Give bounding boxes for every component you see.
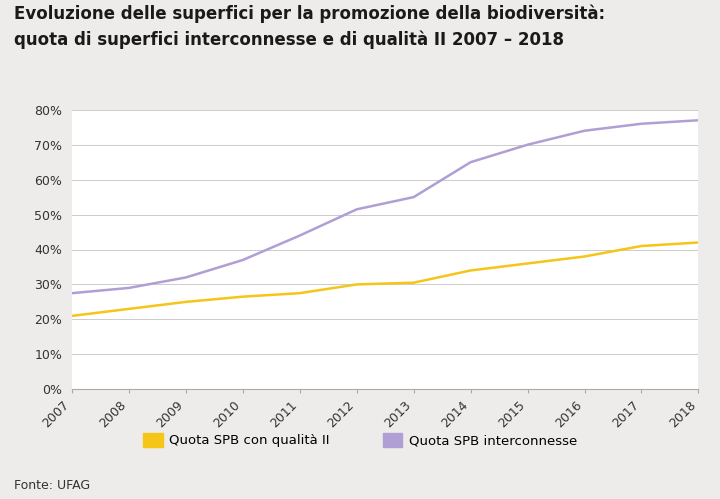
Legend: Quota SPB con qualità II, Quota SPB interconnesse: Quota SPB con qualità II, Quota SPB inte… [143,433,577,448]
Text: Fonte: UFAG: Fonte: UFAG [14,479,91,492]
Text: Evoluzione delle superfici per la promozione della biodiversità:
quota di superf: Evoluzione delle superfici per la promoz… [14,5,606,49]
